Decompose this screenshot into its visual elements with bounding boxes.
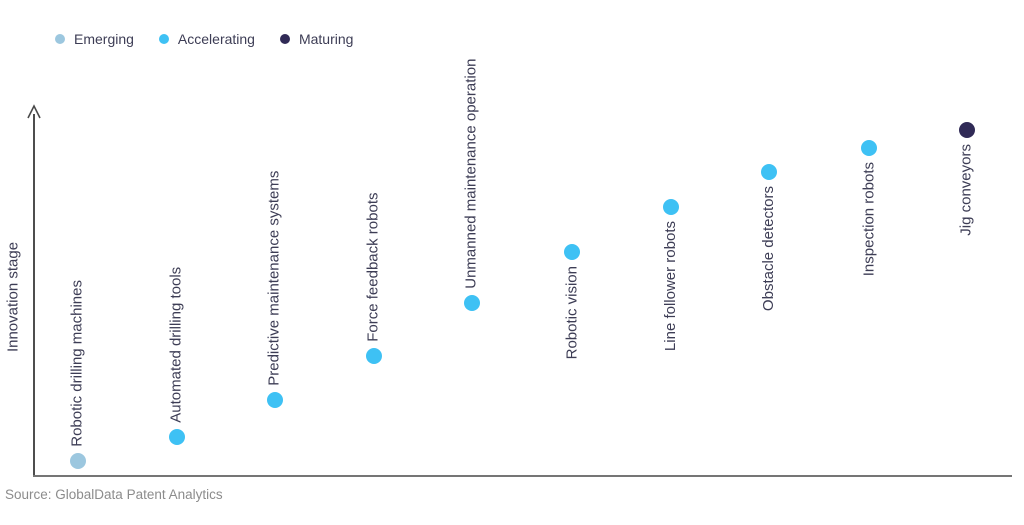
data-point-dot (267, 392, 283, 408)
data-point-dot (663, 199, 679, 215)
legend-item-maturing: Maturing (279, 31, 354, 47)
data-point-label: Robotic vision (563, 266, 580, 360)
data-point-dot (464, 295, 480, 311)
data-point-dot (861, 140, 877, 156)
legend: Emerging Accelerating Maturing (55, 31, 353, 47)
data-point-label: Automated drilling tools (167, 267, 185, 423)
legend-item-accelerating: Accelerating (158, 31, 255, 47)
legend-dot-icon (55, 34, 65, 44)
data-point-label: Obstacle detectors (760, 186, 777, 312)
x-axis-line (33, 475, 1012, 477)
y-axis-line (33, 114, 35, 477)
legend-item-label: Maturing (298, 31, 354, 47)
legend-item-label: Emerging (74, 31, 134, 47)
data-point-label: Jig conveyors (958, 144, 975, 236)
data-point-dot (70, 453, 86, 469)
legend-dot-icon (279, 34, 290, 44)
data-point-label: Line follower robots (662, 221, 679, 352)
data-point-dot (366, 348, 382, 364)
data-point-label: Force feedback robots (364, 192, 382, 342)
data-point-dot (761, 164, 777, 180)
y-axis-title: Innovation stage (4, 241, 22, 353)
data-point-label: Predictive maintenance systems (265, 170, 283, 386)
data-point-dot (564, 244, 580, 260)
legend-item-emerging: Emerging (55, 31, 134, 47)
data-point-label: Inspection robots (860, 162, 877, 277)
source-text: Source: GlobalData Patent Analytics (5, 487, 223, 502)
data-point-label: Robotic drilling machines (68, 280, 86, 447)
legend-item-label: Accelerating (177, 31, 255, 47)
y-axis-arrow-icon (27, 104, 41, 119)
legend-dot-icon (158, 34, 169, 44)
data-point-label: Unmanned maintenance operation (462, 58, 480, 289)
data-point-dot (169, 429, 185, 445)
data-point-dot (959, 122, 975, 138)
